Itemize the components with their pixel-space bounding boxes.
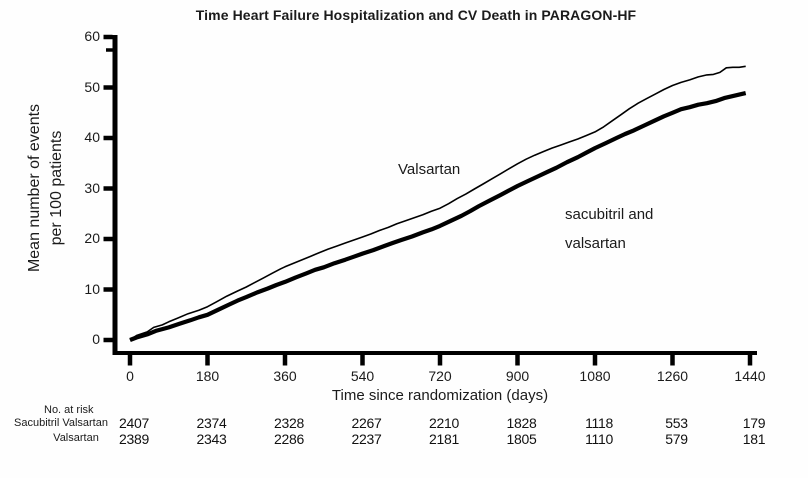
x-tick-label: 360 <box>273 368 297 384</box>
x-tick-label: 720 <box>428 368 452 384</box>
at-risk-value: 2343 <box>196 431 227 447</box>
series-line-valsartan <box>129 65 746 341</box>
x-tick-label: 540 <box>350 368 375 384</box>
at-risk-value: 2267 <box>351 415 382 431</box>
y-tick-label: 50 <box>84 78 100 95</box>
at-risk-value: 2328 <box>274 415 304 431</box>
y-tick-label: 60 <box>84 28 100 44</box>
at-risk-value: 579 <box>665 431 688 447</box>
x-axis-title: Time since randomization (days) <box>331 387 549 404</box>
y-tick-label: 20 <box>84 230 100 246</box>
y-axis-title-line1: Mean number of events <box>26 103 43 273</box>
series-label-valsartan: Valsartan <box>398 161 461 178</box>
x-tick-label: 1080 <box>579 368 611 384</box>
at-risk-value: 553 <box>665 415 688 431</box>
at-risk-value: 2181 <box>429 431 459 447</box>
at-risk-value: 2407 <box>119 415 149 431</box>
at-risk-value: 179 <box>742 415 766 431</box>
series-label-sacubitril-line2: valsartan <box>565 235 626 252</box>
at-risk-row-label-valsartan: Valsartan <box>53 432 99 444</box>
at-risk-header: No. at risk <box>44 404 94 416</box>
x-tick-label: 180 <box>195 368 220 384</box>
y-tick-label: 0 <box>92 331 100 347</box>
y-tick-label: 10 <box>84 280 100 297</box>
x-tick-label: 900 <box>505 368 530 384</box>
series-label-sacubitril-line1: sacubitril and <box>565 206 654 223</box>
series-line-sacubitril-and-valsartan <box>129 91 747 342</box>
x-tick-label: 1260 <box>656 368 689 384</box>
at-risk-value: 2210 <box>429 415 459 431</box>
chart-title: Time Heart Failure Hospitalization and C… <box>195 7 637 23</box>
at-risk-value: 2286 <box>274 431 304 447</box>
at-risk-value: 2389 <box>119 431 149 447</box>
at-risk-value: 1118 <box>585 415 613 431</box>
y-tick-label: 40 <box>84 129 100 145</box>
at-risk-value: 2374 <box>196 415 227 431</box>
x-tick-label: 0 <box>126 368 134 384</box>
x-tick-label: 1440 <box>734 368 766 384</box>
at-risk-value: 1110 <box>585 431 613 447</box>
at-risk-value: 1805 <box>506 431 537 447</box>
y-tick-label: 30 <box>84 179 100 196</box>
at-risk-row-label-sacubitril-valsartan: Sacubitril Valsartan <box>14 417 108 429</box>
at-risk-value: 1828 <box>506 415 537 431</box>
at-risk-value: 181 <box>742 431 766 447</box>
at-risk-value: 2237 <box>351 431 382 447</box>
